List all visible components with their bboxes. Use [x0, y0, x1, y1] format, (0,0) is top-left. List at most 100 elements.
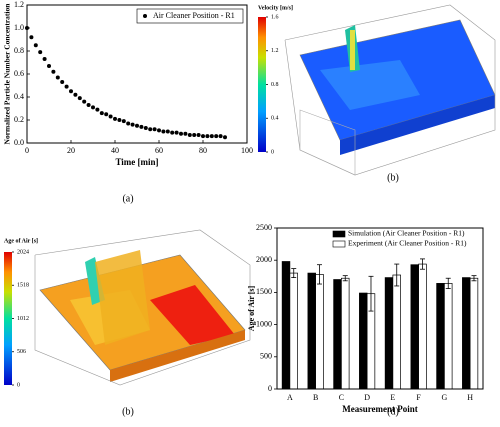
error-bar: [445, 277, 451, 289]
x-tick-label: 100: [241, 146, 253, 155]
bar: [307, 272, 316, 390]
data-point: [73, 92, 78, 97]
colorbar-tick-label: 1.2: [271, 48, 279, 54]
error-bar: [291, 268, 297, 278]
data-point: [187, 132, 192, 137]
colorbar: [4, 252, 12, 385]
data-point: [196, 132, 201, 137]
bar: [289, 272, 298, 390]
legend-label: Simulation (Air Cleaner Position - R1): [348, 229, 465, 238]
x-tick-label: C: [339, 393, 344, 402]
bar: [436, 283, 445, 390]
colorbar-tick-label: 1.6: [271, 14, 279, 20]
y-tick-label: 1.2: [14, 0, 24, 9]
colorbar-tick-label: 2024: [17, 249, 29, 255]
y-tick-label: 0.8: [14, 46, 24, 55]
data-point: [205, 134, 210, 139]
bar: [333, 279, 342, 390]
bar: [359, 292, 368, 390]
bar: [392, 274, 401, 390]
data-point: [82, 99, 87, 104]
data-point: [192, 132, 197, 137]
bar: [281, 261, 291, 390]
legend-swatch: [332, 240, 346, 248]
data-point: [91, 105, 95, 110]
data-point: [209, 134, 214, 139]
data-point: [201, 134, 205, 139]
bar: [418, 263, 427, 390]
y-tick-label: 2500: [256, 223, 272, 232]
error-bar: [368, 275, 374, 312]
data-point: [64, 84, 69, 89]
y-tick-label: 500: [260, 352, 272, 361]
error-bar: [419, 258, 425, 270]
panel-label: (b): [387, 172, 399, 183]
data-point: [143, 126, 148, 131]
cfd-age-image: [34, 229, 251, 386]
data-point: [183, 131, 188, 136]
data-point: [69, 89, 73, 94]
bar: [469, 277, 479, 390]
x-tick-label: 0: [25, 146, 29, 155]
colorbar-tick-label: 0: [271, 149, 274, 155]
data-point: [33, 43, 38, 48]
data-point: [104, 112, 109, 117]
panel-label: (b): [122, 406, 134, 417]
data-point: [170, 130, 175, 135]
data-point: [60, 80, 65, 85]
plot-frame: [276, 227, 484, 390]
colorbar-tick-label: 506: [17, 349, 26, 355]
error-bar: [342, 275, 348, 282]
x-tick-label: B: [313, 393, 318, 402]
data-point: [121, 119, 126, 124]
data-point: [214, 134, 219, 139]
data-point: [139, 124, 144, 129]
bar: [444, 283, 453, 390]
colorbar-tick-label: 1012: [17, 316, 29, 322]
plot-frame: [26, 4, 248, 144]
bar: [315, 274, 324, 390]
colorbar-title: Age of Air [s]: [4, 238, 38, 244]
y-axis-label: Normalized Particle Number Concentration: [3, 3, 12, 145]
panel-label: (a): [122, 193, 133, 204]
colorbar-tick-label: 0.8: [271, 82, 279, 88]
data-point: [95, 107, 100, 112]
data-point: [126, 121, 131, 126]
y-tick-label: 0.4: [14, 92, 24, 101]
y-tick-label: 1000: [256, 319, 272, 328]
data-point: [51, 69, 56, 74]
x-axis-label: Measurement Point: [342, 404, 418, 414]
legend-marker: [143, 14, 147, 18]
data-point: [86, 103, 91, 108]
data-point: [157, 128, 161, 133]
x-tick-label: 40: [111, 146, 119, 155]
error-bar: [394, 263, 400, 287]
colorbar-tick-label: 1518: [17, 283, 29, 289]
panel-label: (d): [387, 406, 399, 417]
y-tick-label: 0: [268, 384, 272, 393]
colorbar-title: Velocity [m/s]: [258, 5, 293, 11]
colorbar: [258, 17, 266, 152]
data-point: [135, 123, 139, 128]
x-axis-label: Time [min]: [115, 157, 158, 167]
x-tick-label: 80: [199, 146, 207, 155]
data-point: [55, 75, 60, 80]
bar: [341, 277, 350, 390]
data-point: [165, 129, 170, 134]
x-tick-label: E: [390, 393, 395, 402]
cfd-velocity-image: [284, 4, 496, 176]
x-tick-label: 60: [155, 146, 163, 155]
data-point: [223, 135, 227, 140]
legend-label: Experiment (Air Cleaner Position - R1): [348, 239, 467, 248]
data-point: [117, 118, 122, 122]
colorbar-tick-label: 0.4: [271, 116, 279, 122]
y-tick-label: 2000: [256, 255, 272, 264]
legend-label: Air Cleaner Position - R1: [153, 11, 235, 20]
legend-box: [136, 8, 244, 24]
legend-swatch: [332, 230, 346, 238]
x-tick-label: G: [441, 393, 447, 402]
bar: [462, 277, 471, 390]
bar: [384, 277, 394, 390]
y-axis-label: Age of Air [s]: [247, 285, 256, 331]
